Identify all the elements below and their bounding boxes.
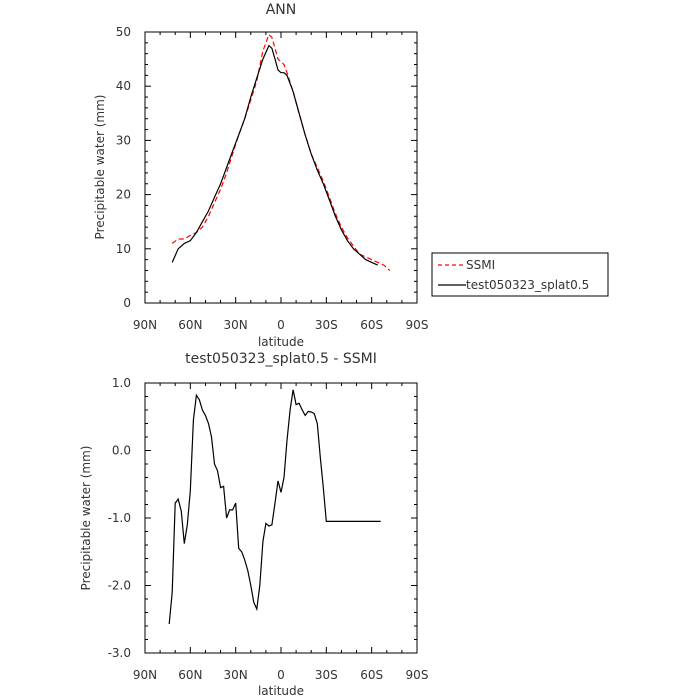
bottom-y-tick-label: -2.0	[108, 579, 131, 593]
legend-box	[431, 252, 609, 297]
top-panel: ANN 90N 60N 30N 0 30S 60S 90S 0 10 20 30 40 50 lati…	[93, 2, 609, 349]
top-x-tick-label: 60S	[360, 318, 383, 332]
legend: SSMI test050323_splat0.5	[431, 252, 609, 297]
top-y-tick-label: 30	[116, 133, 131, 147]
bottom-x-tick-label: 30S	[315, 668, 338, 682]
top-y-axis-label: Precipitable water (mm)	[93, 95, 107, 240]
top-series-lines	[171, 33, 391, 271]
top-y-tick-label: 20	[116, 188, 131, 202]
bottom-x-tick-label: 90S	[406, 668, 429, 682]
bottom-y-tick-label: -3.0	[108, 646, 131, 660]
bottom-series-lines	[168, 389, 381, 625]
top-x-tick-label: 90N	[133, 318, 157, 332]
top-chart-title: ANN	[266, 2, 297, 18]
top-axis-ticks	[144, 31, 418, 304]
bottom-chart-title: test050323_splat0.5 - SSMI	[185, 351, 377, 367]
top-series-line-ssmi	[171, 33, 391, 271]
top-x-tick-label: 60N	[178, 318, 202, 332]
top-y-tick-label: 50	[116, 25, 131, 39]
bottom-panel: test050323_splat0.5 - SSMI 90N 60N 30N 0 30S…	[79, 351, 428, 698]
legend-model-label: test050323_splat0.5	[466, 278, 589, 292]
bottom-plot-frame	[144, 382, 418, 654]
bottom-x-tick-label: 60N	[178, 668, 202, 682]
bottom-y-tick-labels: 1.0 0.0 -1.0 -2.0 -3.0	[108, 376, 131, 660]
top-series-line-test050323-splat0-5	[171, 44, 378, 266]
bottom-y-tick-label: 0.0	[112, 444, 131, 458]
bottom-y-tick-label: 1.0	[112, 376, 131, 390]
top-x-tick-label: 30N	[224, 318, 248, 332]
bottom-x-tick-labels: 90N 60N 30N 0 30S 60S 90S	[133, 668, 429, 682]
top-y-tick-label: 0	[123, 296, 131, 310]
bottom-x-tick-label: 0	[277, 668, 285, 682]
bottom-y-axis-label: Precipitable water (mm)	[79, 446, 93, 591]
top-y-tick-label: 40	[116, 79, 131, 93]
bottom-series-line-difference	[168, 389, 381, 625]
bottom-x-tick-label: 90N	[133, 668, 157, 682]
bottom-y-tick-label: -1.0	[108, 511, 131, 525]
top-x-tick-label: 90S	[406, 318, 429, 332]
bottom-x-axis-label: latitude	[258, 684, 304, 698]
top-x-tick-label: 0	[277, 318, 285, 332]
top-x-axis-label: latitude	[258, 335, 304, 349]
top-y-tick-labels: 0 10 20 30 40 50	[116, 25, 131, 310]
top-x-tick-labels: 90N 60N 30N 0 30S 60S 90S	[133, 318, 429, 332]
top-y-tick-label: 10	[116, 242, 131, 256]
bottom-x-tick-label: 30N	[224, 668, 248, 682]
bottom-x-tick-label: 60S	[360, 668, 383, 682]
legend-ssmi-label: SSMI	[466, 258, 495, 272]
top-x-tick-label: 30S	[315, 318, 338, 332]
bottom-axis-ticks	[144, 382, 418, 654]
